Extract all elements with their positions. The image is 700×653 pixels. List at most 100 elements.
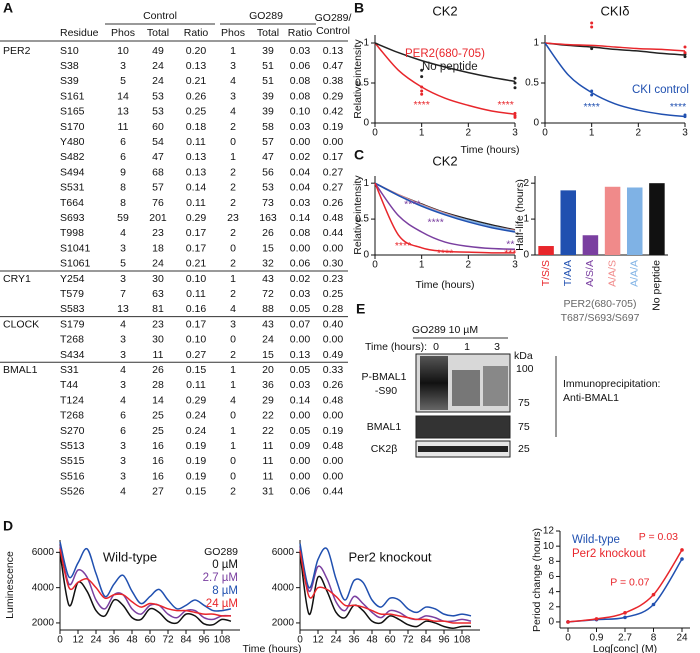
x-tick-label: T/A/A	[562, 260, 574, 286]
series-line	[374, 42, 516, 115]
cell: Y254	[60, 273, 85, 285]
cell: 2	[230, 486, 236, 498]
x-tick-label: 0	[57, 635, 63, 646]
y-tick-label: 2000	[272, 618, 295, 629]
x-tick-label: 3	[512, 260, 518, 271]
cell: 58	[262, 121, 274, 133]
cell: 60	[152, 121, 164, 133]
chart-title: CK2	[432, 3, 457, 18]
y-tick-label: 2000	[32, 618, 55, 629]
cell: 163	[259, 212, 277, 224]
cell: 3	[120, 334, 126, 346]
panel-label: D	[3, 518, 13, 534]
legend-entry: Per2 knockout	[572, 548, 646, 560]
cell: 0.13	[186, 151, 207, 163]
marker: 75	[518, 397, 530, 409]
annotation: ****	[583, 101, 599, 113]
cell: 3	[120, 470, 126, 482]
cell: 5	[120, 75, 126, 87]
x-tick-label: 2	[466, 260, 472, 271]
cell: 0.25	[323, 288, 344, 300]
band	[452, 370, 480, 406]
cell: 0.09	[290, 440, 311, 452]
cell: 0.24	[186, 410, 207, 422]
cell: 0.00	[290, 410, 311, 422]
cell: 0.19	[186, 470, 207, 482]
group-name: CLOCK	[3, 318, 39, 330]
point	[623, 615, 627, 620]
point	[683, 51, 687, 55]
cell: 2	[230, 288, 236, 300]
chart-title: CK2	[432, 153, 457, 168]
cell: 4	[230, 106, 236, 118]
cell: 11	[263, 455, 274, 467]
series-line	[544, 42, 686, 56]
cell: 0.23	[323, 273, 344, 285]
cell: 0.10	[186, 334, 207, 346]
x-tick-label: 108	[214, 635, 231, 646]
y-tick-label: 0	[533, 118, 539, 129]
cell: 0.29	[186, 212, 207, 224]
cell: S583	[60, 303, 85, 315]
cell: 0.49	[323, 349, 344, 361]
cell: 3	[230, 90, 236, 102]
point	[623, 611, 627, 615]
point	[513, 86, 517, 90]
series-line	[59, 552, 232, 626]
cell: 57	[152, 182, 164, 194]
cell: 53	[152, 106, 164, 118]
cell: 0.08	[290, 90, 311, 102]
annotation: ****	[497, 99, 513, 111]
cell: T664	[60, 197, 84, 209]
blot-image	[415, 415, 511, 439]
cell: 0.20	[186, 45, 207, 57]
panel-label: A	[3, 0, 13, 16]
cell: 2	[230, 121, 236, 133]
x-axis-label: Log[conc] (M)	[593, 643, 657, 653]
cell: 0.44	[323, 227, 344, 239]
cell: 0.19	[186, 455, 207, 467]
y-tick-label: 6	[548, 571, 554, 582]
y-tick-label: 4	[548, 586, 554, 597]
point	[590, 89, 594, 93]
cell: 32	[262, 258, 274, 270]
y-tick-label: 1	[363, 38, 369, 49]
cell: 0.03	[290, 45, 311, 57]
x-tick-label: T/S/S	[540, 260, 552, 286]
cell: S693	[60, 212, 85, 224]
cell: 6	[120, 425, 126, 437]
cell: 0.44	[323, 486, 344, 498]
cell: 63	[152, 288, 164, 300]
y-tick-label: 8	[548, 556, 554, 567]
point	[420, 92, 424, 96]
time-label: Time (hours):	[365, 341, 427, 353]
x-tick-label: 2	[466, 128, 472, 139]
annotation: ***	[504, 247, 516, 259]
cell: 0.14	[290, 212, 311, 224]
cell: 24	[262, 334, 274, 346]
cell: 16	[152, 440, 164, 452]
cell: 0	[230, 242, 236, 254]
cell: 1	[230, 440, 236, 452]
cell: 0.21	[186, 75, 207, 87]
legend-entry: Wild-type	[572, 534, 620, 546]
cell: 0.13	[323, 45, 344, 57]
legend-title: GO289	[204, 546, 238, 558]
x-tick-label: 0.9	[590, 633, 604, 644]
cell: 1	[230, 364, 236, 376]
cell: 4	[230, 303, 236, 315]
cell: 0.40	[323, 318, 344, 330]
cell: 24	[152, 75, 164, 87]
x-tick-label: 96	[438, 635, 450, 646]
cell: 1	[230, 45, 236, 57]
cell: 53	[152, 90, 164, 102]
x-tick-label: 36	[348, 635, 360, 646]
cell: 3	[230, 318, 236, 330]
cell: 23	[152, 318, 164, 330]
cell: 14	[117, 90, 129, 102]
cell: S516	[60, 470, 85, 482]
annotation: ****	[413, 99, 429, 111]
cell: 30	[152, 334, 164, 346]
cell: 18	[152, 242, 164, 254]
point	[680, 548, 684, 552]
